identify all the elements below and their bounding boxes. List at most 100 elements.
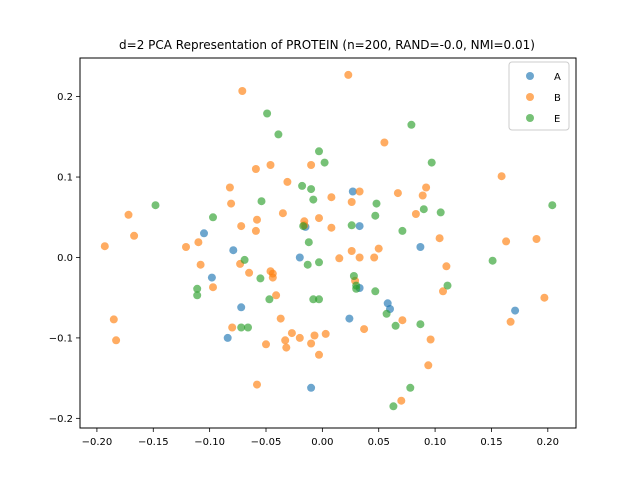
point-B-56 <box>397 396 406 405</box>
legend-marker-A <box>526 72 534 80</box>
point-B-28 <box>283 177 292 186</box>
point-E-9 <box>257 197 266 206</box>
point-E-3 <box>209 213 217 222</box>
legend-marker-B <box>526 93 534 101</box>
x-tick-label: −0.15 <box>138 437 169 448</box>
point-B-4 <box>112 336 121 345</box>
point-B-3 <box>109 315 118 324</box>
point-B-22 <box>266 161 275 169</box>
point-B-25 <box>268 273 277 282</box>
point-B-39 <box>315 350 323 359</box>
axis-layer: −0.20 −0.15 −0.10 −0.05 0.00 0.05 0.10 0.15 0.20… <box>49 92 559 448</box>
point-B-50 <box>355 253 364 262</box>
point-E-7 <box>237 323 246 332</box>
point-E-19 <box>320 158 329 167</box>
point-B-58 <box>418 191 427 200</box>
point-B-63 <box>439 287 447 296</box>
x-tick-label: −0.20 <box>82 437 113 448</box>
point-E-36 <box>416 320 425 329</box>
point-B-52 <box>374 244 383 253</box>
point-B-43 <box>327 223 336 232</box>
point-E-22 <box>315 295 323 304</box>
legend-label-B: B <box>554 93 561 104</box>
point-E-15 <box>307 185 316 194</box>
point-E-21 <box>309 295 318 304</box>
point-B-2 <box>100 242 109 251</box>
point-E-29 <box>371 287 380 296</box>
y-tick-label: −0.1 <box>49 333 73 344</box>
point-B-19 <box>253 380 261 389</box>
point-E-31 <box>389 402 398 411</box>
point-B-59 <box>422 183 431 192</box>
point-A-4 <box>237 303 246 312</box>
x-tick-label: 0.20 <box>537 437 559 448</box>
point-B-30 <box>282 343 291 352</box>
point-B-16 <box>245 268 254 277</box>
point-B-61 <box>426 335 435 344</box>
x-tick-label: 0.10 <box>424 437 446 448</box>
point-E-16 <box>309 195 318 204</box>
plot-area-frame <box>79 57 577 429</box>
point-B-68 <box>532 235 541 243</box>
point-A-15 <box>511 306 520 315</box>
legend-frame <box>508 61 570 131</box>
x-tick-label: 0.05 <box>368 437 390 448</box>
point-E-0 <box>263 109 272 118</box>
legend-label-A: A <box>554 72 561 83</box>
point-E-39 <box>436 208 445 217</box>
point-E-30 <box>382 309 391 318</box>
point-B-69 <box>540 293 549 302</box>
point-B-44 <box>335 254 344 263</box>
point-E-2 <box>151 201 160 210</box>
point-E-13 <box>299 222 308 231</box>
point-B-27 <box>278 209 287 218</box>
point-A-1 <box>200 229 208 238</box>
point-B-13 <box>228 323 237 332</box>
point-A-3 <box>207 273 216 282</box>
point-E-10 <box>256 274 265 283</box>
point-E-41 <box>488 256 497 265</box>
x-tick-label: 0.00 <box>311 437 333 448</box>
point-B-5 <box>124 210 133 219</box>
point-E-37 <box>419 205 428 214</box>
point-E-38 <box>427 158 436 167</box>
point-B-20 <box>251 226 260 235</box>
point-E-28 <box>372 199 381 208</box>
point-E-34 <box>407 120 416 129</box>
point-E-17 <box>315 147 323 156</box>
legend: ABE <box>508 61 570 131</box>
point-B-11 <box>225 183 234 192</box>
point-B-66 <box>502 237 511 246</box>
point-E-42 <box>548 201 557 210</box>
point-B-54 <box>393 189 402 198</box>
point-E-18 <box>315 258 323 267</box>
point-A-9 <box>345 314 354 323</box>
point-A-6 <box>295 253 304 262</box>
point-E-5 <box>193 291 202 300</box>
point-E-23 <box>347 221 356 230</box>
point-A-10 <box>355 222 364 231</box>
point-B-53 <box>380 138 389 147</box>
point-E-33 <box>398 226 407 235</box>
y-tick-label: −0.2 <box>49 414 73 425</box>
point-A-2 <box>229 246 238 255</box>
point-B-40 <box>315 214 323 223</box>
point-B-10 <box>209 283 217 292</box>
point-B-38 <box>310 331 319 340</box>
legend-label-E: E <box>554 114 560 125</box>
point-B-62 <box>435 234 444 243</box>
point-B-37 <box>307 339 316 348</box>
point-B-55 <box>398 316 407 325</box>
x-tick-label: −0.05 <box>251 437 282 448</box>
point-B-49 <box>360 325 369 334</box>
point-B-12 <box>227 199 236 208</box>
x-tick-label: 0.15 <box>480 437 502 448</box>
point-E-14 <box>303 260 312 269</box>
point-B-65 <box>497 172 506 181</box>
y-tick-label: 0.1 <box>57 173 73 184</box>
y-tick-label: 0.0 <box>57 253 73 264</box>
point-E-4 <box>193 284 202 293</box>
point-B-1 <box>344 70 353 79</box>
point-B-42 <box>327 193 336 202</box>
